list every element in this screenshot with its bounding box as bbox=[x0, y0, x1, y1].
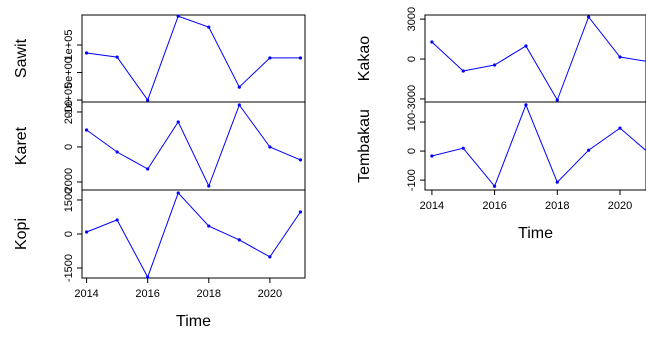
data-point bbox=[555, 98, 559, 102]
data-point bbox=[115, 55, 119, 59]
series-line bbox=[431, 103, 646, 188]
y-tick-label: 1500 bbox=[63, 188, 75, 212]
y-axis-label: Kakao bbox=[356, 36, 373, 81]
data-point bbox=[176, 120, 180, 124]
data-point bbox=[618, 126, 622, 130]
x-axis-label: Time bbox=[518, 225, 553, 242]
panel bbox=[81, 14, 306, 103]
x-tick-label: 2014 bbox=[74, 288, 98, 300]
data-point bbox=[461, 146, 465, 150]
y-tick-label: -1500 bbox=[63, 254, 75, 282]
panel bbox=[81, 189, 306, 279]
x-tick-label: 2018 bbox=[545, 200, 569, 212]
data-point bbox=[492, 63, 497, 67]
x-tick-label: 2020 bbox=[608, 200, 632, 212]
y-tick-label: -100 bbox=[406, 169, 418, 191]
data-point bbox=[618, 55, 622, 59]
data-point bbox=[146, 98, 150, 102]
panel bbox=[424, 14, 646, 103]
data-point bbox=[524, 103, 528, 107]
series-line bbox=[86, 191, 301, 279]
data-point bbox=[84, 51, 89, 55]
data-point bbox=[115, 150, 119, 154]
data-point bbox=[298, 158, 303, 162]
data-point bbox=[268, 145, 272, 149]
data-point bbox=[268, 255, 272, 259]
data-point bbox=[268, 56, 272, 60]
plot-frame bbox=[81, 189, 306, 279]
data-point bbox=[176, 191, 180, 195]
data-point bbox=[298, 210, 303, 214]
data-point bbox=[430, 40, 434, 44]
x-tick-label: 2014 bbox=[420, 200, 444, 212]
data-point bbox=[115, 218, 119, 222]
data-point bbox=[587, 148, 591, 152]
data-point bbox=[146, 275, 150, 279]
y-axis-label: Kopi bbox=[13, 218, 30, 250]
y-tick-label: -2000 bbox=[63, 168, 75, 196]
y-tick-label: 0 bbox=[63, 231, 75, 237]
data-point bbox=[524, 44, 528, 48]
y-tick-label: -1e+05 bbox=[63, 83, 75, 118]
y-tick-label: 100 bbox=[406, 113, 418, 131]
y-axis-label: Sawit bbox=[13, 38, 30, 78]
y-tick-label: 2000 bbox=[63, 100, 75, 124]
panel bbox=[81, 101, 306, 191]
data-point bbox=[492, 184, 497, 188]
data-point bbox=[176, 14, 180, 18]
y-tick-label: 0 bbox=[63, 144, 75, 150]
data-point bbox=[207, 224, 211, 228]
plot-frame bbox=[81, 14, 306, 103]
x-tick-label: 2016 bbox=[482, 200, 506, 212]
x-tick-label: 2016 bbox=[135, 288, 159, 300]
y-tick-label: 0 bbox=[406, 148, 418, 154]
data-point bbox=[84, 128, 89, 132]
data-point bbox=[146, 167, 150, 171]
y-tick-label: 3000 bbox=[406, 7, 418, 31]
x-axis-label: Time bbox=[176, 313, 211, 330]
y-tick-label: 0e+00 bbox=[63, 57, 75, 88]
data-point bbox=[237, 85, 241, 89]
data-point bbox=[587, 15, 591, 19]
y-tick-label: 1e+05 bbox=[63, 30, 75, 61]
data-point bbox=[237, 238, 241, 242]
plot-frame bbox=[424, 101, 646, 191]
data-point bbox=[555, 180, 559, 184]
data-point bbox=[430, 154, 434, 158]
plot-frame bbox=[81, 101, 306, 191]
data-point bbox=[207, 184, 211, 188]
y-tick-label: 0 bbox=[406, 56, 418, 62]
series-line bbox=[86, 15, 301, 102]
data-point bbox=[84, 230, 89, 234]
y-axis-label: Karet bbox=[13, 126, 30, 165]
data-point bbox=[461, 69, 465, 73]
data-point bbox=[237, 103, 241, 107]
series-line bbox=[431, 15, 646, 102]
data-point bbox=[298, 56, 303, 60]
x-tick-label: 2018 bbox=[197, 288, 221, 300]
series-line bbox=[86, 103, 301, 188]
data-point bbox=[207, 25, 211, 29]
panel bbox=[424, 101, 646, 191]
y-tick-label: -3000 bbox=[406, 85, 418, 113]
plot-frame bbox=[424, 14, 646, 103]
y-axis-label: Tembakau bbox=[356, 109, 373, 183]
x-tick-label: 2020 bbox=[258, 288, 282, 300]
